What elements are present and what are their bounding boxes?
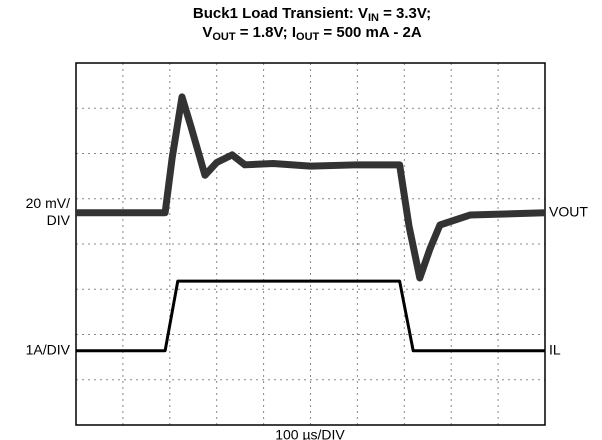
title-text: V (202, 24, 212, 41)
scale-label: 1A/DIV (26, 341, 71, 357)
scale-label: DIV (47, 212, 71, 228)
title-sub: OUT (212, 31, 236, 43)
title-sub: IN (368, 12, 379, 24)
title-text: = 3.3V; (379, 5, 431, 22)
x-axis-label: 100 µs/DIV (275, 427, 345, 440)
legend-label: IL (549, 341, 561, 357)
chart-title: VOUT = 1.8V; IOUT = 500 mA - 2A (202, 24, 422, 43)
scale-label: 20 mV/ (26, 195, 70, 211)
legend-label: VOUT (549, 203, 588, 219)
title-text: Buck1 Load Transient: V (193, 5, 368, 22)
trace (76, 93, 546, 282)
trace (76, 279, 545, 353)
chart-title: Buck1 Load Transient: VIN = 3.3V; (193, 5, 431, 24)
title-text: = 1.8V; I (236, 24, 296, 41)
title-text: = 500 mA - 2A (319, 24, 422, 41)
plot-frame (75, 62, 546, 426)
title-sub: OUT (296, 31, 320, 43)
